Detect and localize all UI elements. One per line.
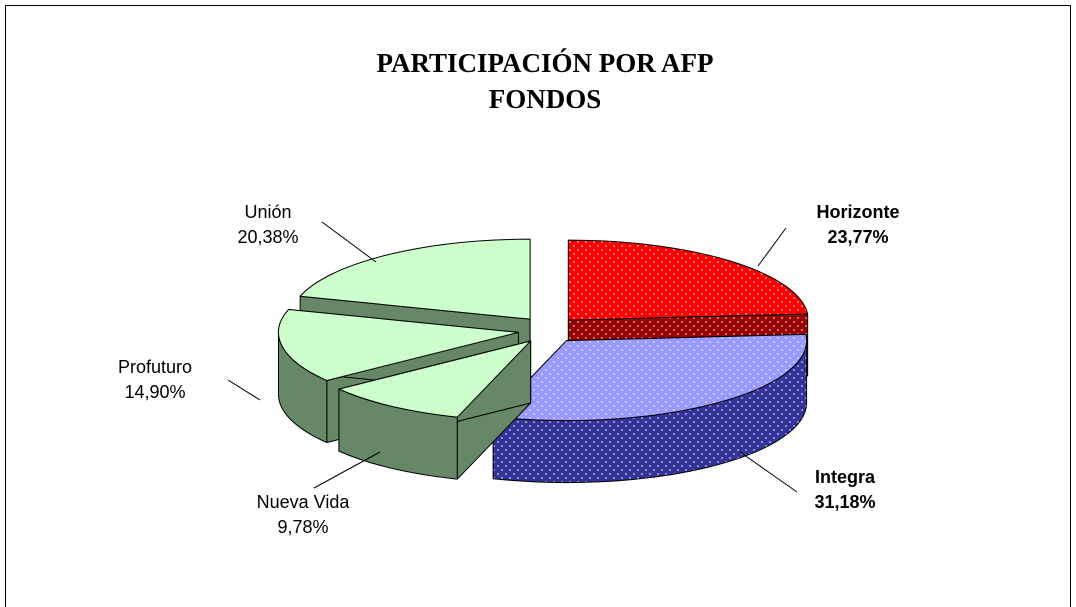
slice-value-label: 31,18% bbox=[814, 492, 875, 512]
leader-line bbox=[313, 451, 381, 489]
slice-value-label: 20,38% bbox=[237, 227, 298, 247]
slice-value-label: 23,77% bbox=[827, 227, 888, 247]
leader-line bbox=[757, 227, 787, 267]
slice-value-label: 14,90% bbox=[124, 382, 185, 402]
slice bbox=[299, 238, 531, 320]
slice bbox=[338, 340, 532, 418]
slice-label: Integra bbox=[815, 467, 876, 487]
chart-frame bbox=[5, 5, 1071, 607]
slice bbox=[567, 239, 809, 321]
slice-label: Unión bbox=[244, 202, 291, 222]
leader-line bbox=[227, 379, 261, 401]
slice-label: Nueva Vida bbox=[257, 492, 351, 512]
chart-title: PARTICIPACIÓN POR AFP bbox=[376, 48, 713, 78]
leader-line bbox=[321, 221, 377, 263]
chart-subtitle: FONDOS bbox=[489, 84, 602, 114]
leader-line bbox=[739, 451, 798, 493]
slice-value-label: 9,78% bbox=[277, 517, 328, 537]
slice bbox=[278, 308, 519, 382]
slice-label: Profuturo bbox=[118, 357, 192, 377]
slice-label: Horizonte bbox=[817, 202, 900, 222]
slice bbox=[492, 333, 808, 422]
